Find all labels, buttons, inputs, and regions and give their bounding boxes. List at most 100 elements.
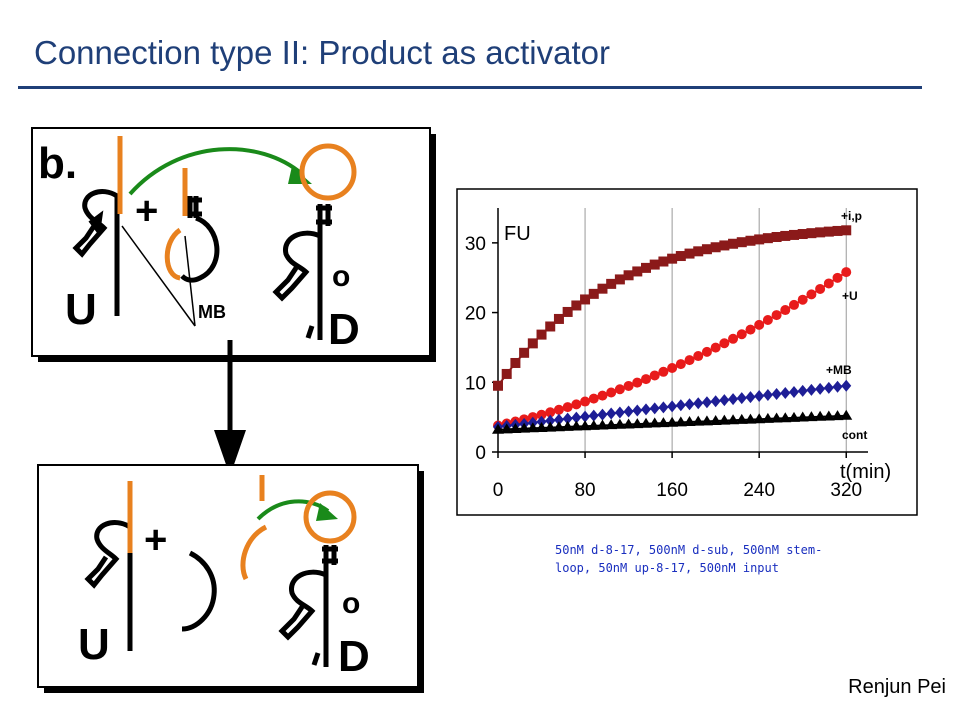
data-point (727, 414, 740, 425)
data-point (535, 421, 548, 432)
data-point (562, 306, 573, 317)
data-point (545, 321, 556, 332)
data-point (770, 412, 783, 423)
down-arrow (214, 340, 246, 476)
data-point (640, 417, 652, 428)
data-point (571, 411, 582, 424)
data-point (806, 228, 817, 239)
data-point (526, 422, 539, 433)
upstream-enzyme-u (72, 189, 120, 316)
data-point (780, 386, 791, 399)
data-point (553, 404, 564, 415)
data-point (762, 233, 773, 244)
data-point (658, 366, 669, 377)
x-tick-label: 240 (743, 480, 775, 501)
series-labels: +i,p +U +MB cont (826, 209, 867, 442)
data-point (745, 235, 756, 246)
data-point (823, 278, 834, 289)
label-o: o (332, 260, 350, 293)
data-point (597, 283, 608, 294)
x-tick-label: 80 (574, 480, 595, 501)
label-o: o (342, 587, 360, 620)
data-point (701, 396, 712, 409)
data-point (701, 244, 712, 255)
data-point (597, 390, 608, 401)
data-point (622, 418, 635, 429)
data-point (545, 407, 556, 418)
data-point (597, 408, 608, 421)
data-point (561, 420, 574, 431)
data-point (596, 419, 609, 430)
data-point (631, 418, 644, 429)
data-point (728, 333, 739, 344)
data-point (518, 422, 531, 433)
data-point (693, 397, 704, 410)
data-point (840, 409, 853, 420)
label-d: D (338, 632, 370, 681)
data-point (831, 410, 844, 421)
fluorescence-chart: 0 80 160 240 320 0 10 20 30 FU t(min) +i,p +U +MB c… (456, 188, 918, 516)
data-point (693, 246, 704, 257)
data-point (771, 387, 782, 400)
data-point (832, 225, 843, 236)
data-point (718, 414, 731, 425)
panel-label: b. (38, 139, 77, 188)
data-point (580, 396, 591, 407)
panel-border (31, 127, 431, 357)
x-tick-label: 160 (656, 480, 688, 501)
data-point (493, 380, 503, 391)
data-point (675, 251, 686, 262)
data-point (692, 415, 705, 426)
caption-line: 50nM d-8-17, 500nM d-sub, 500nM stem- (555, 543, 823, 557)
data-point (649, 259, 660, 270)
data-point (788, 411, 800, 422)
orange-loop (299, 143, 357, 201)
data-point (579, 420, 592, 431)
data-point (614, 384, 625, 395)
orange-arc (240, 524, 268, 581)
data-point (545, 414, 556, 427)
caption-line: loop, 50nM up-8-17, 500nM input (555, 561, 779, 575)
data-point (806, 383, 817, 396)
downstream-enzyme-d (272, 204, 332, 340)
molecular-beacon (164, 168, 220, 283)
downstream-enzyme-d (278, 545, 338, 667)
data-point (666, 416, 679, 427)
data-point (822, 410, 835, 421)
x-tick-label: 0 (493, 480, 504, 501)
data-point (710, 395, 721, 408)
data-point (632, 377, 643, 388)
data-point (797, 384, 808, 397)
data-point (780, 230, 791, 241)
green-arrow-head (316, 503, 338, 521)
data-point (744, 413, 757, 424)
data-point (544, 421, 557, 432)
data-point (745, 391, 756, 404)
data-point (841, 225, 852, 236)
data-point (710, 342, 721, 353)
data-point (754, 234, 765, 245)
data-point (832, 380, 843, 393)
data-point (675, 359, 686, 370)
data-point (779, 412, 792, 423)
cleaved-strand (181, 550, 217, 632)
data-point (728, 393, 739, 406)
data-point (500, 423, 513, 434)
data-point (641, 262, 651, 273)
data-point (632, 266, 643, 277)
data-point (815, 283, 826, 294)
data-point (536, 409, 547, 420)
data-point (658, 401, 669, 414)
data-point (570, 420, 583, 431)
y-tick-label: 30 (465, 234, 486, 255)
data-point (841, 267, 852, 278)
data-point (562, 402, 573, 413)
series-label: cont (842, 428, 867, 442)
plus-sign: + (144, 518, 167, 562)
connector-line (121, 225, 196, 327)
data-point (587, 419, 600, 430)
data-point (641, 374, 651, 385)
data-point (536, 415, 547, 428)
data-point (641, 403, 651, 416)
data-point (571, 399, 582, 410)
